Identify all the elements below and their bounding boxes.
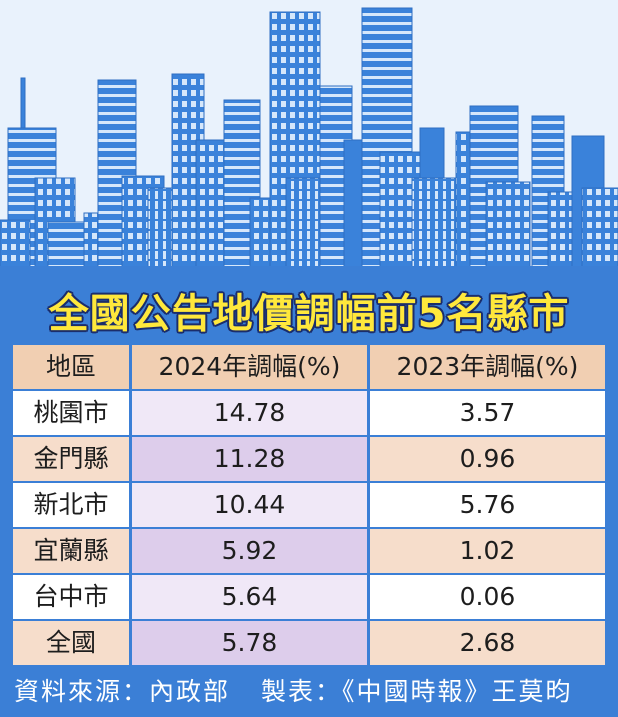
- region-cell: 金門縣: [13, 437, 129, 481]
- skyline-base: [0, 266, 618, 292]
- region-cell: 宜蘭縣: [13, 529, 129, 573]
- table-row: 金門縣 11.28 0.96: [13, 437, 605, 481]
- value-2023-cell: 2.68: [370, 621, 605, 665]
- chart-title: 全國公告地價調幅前5名縣市: [48, 291, 570, 337]
- value-2024-cell: 14.78: [132, 391, 367, 435]
- footer-credits: 資料來源：內政部 製表：《中國時報》王莫昀: [14, 670, 573, 714]
- value-2024-cell: 10.44: [132, 483, 367, 527]
- value-2024-cell: 5.64: [132, 575, 367, 619]
- header-2023-change: 2023年調幅(%): [370, 345, 605, 389]
- skyline-illustration: [0, 0, 618, 292]
- data-source: 資料來源：內政部: [14, 677, 231, 706]
- value-2023-cell: 1.02: [370, 529, 605, 573]
- region-cell: 桃園市: [13, 391, 129, 435]
- table-row: 全國 5.78 2.68: [13, 621, 605, 665]
- data-table: 地區 2024年調幅(%) 2023年調幅(%) 桃園市 14.78 3.57 …: [10, 343, 608, 667]
- value-2023-cell: 5.76: [370, 483, 605, 527]
- value-2024-cell: 11.28: [132, 437, 367, 481]
- table-row: 台中市 5.64 0.06: [13, 575, 605, 619]
- value-2023-cell: 0.96: [370, 437, 605, 481]
- region-cell: 全國: [13, 621, 129, 665]
- title-band: 全國公告地價調幅前5名縣市: [0, 284, 618, 344]
- region-cell: 台中市: [13, 575, 129, 619]
- value-2024-cell: 5.92: [132, 529, 367, 573]
- chart-credit: 製表：《中國時報》王莫昀: [261, 677, 573, 706]
- value-2023-cell: 0.06: [370, 575, 605, 619]
- table-row: 桃園市 14.78 3.57: [13, 391, 605, 435]
- header-2024-change: 2024年調幅(%): [132, 345, 367, 389]
- header-region: 地區: [13, 345, 129, 389]
- table-row: 新北市 10.44 5.76: [13, 483, 605, 527]
- table-header-row: 地區 2024年調幅(%) 2023年調幅(%): [13, 345, 605, 389]
- table-row: 宜蘭縣 5.92 1.02: [13, 529, 605, 573]
- value-2023-cell: 3.57: [370, 391, 605, 435]
- value-2024-cell: 5.78: [132, 621, 367, 665]
- region-cell: 新北市: [13, 483, 129, 527]
